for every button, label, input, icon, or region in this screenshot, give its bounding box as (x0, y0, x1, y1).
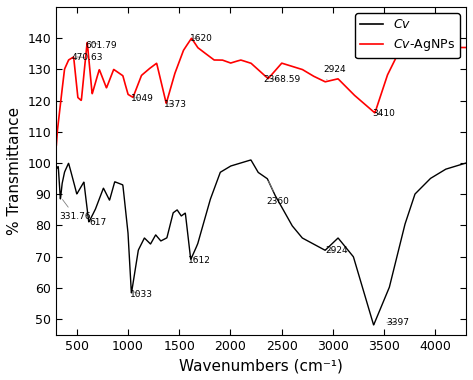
Y-axis label: % Transmittance: % Transmittance (7, 107, 22, 235)
Text: 3397: 3397 (386, 318, 409, 327)
Text: 1033: 1033 (130, 290, 153, 299)
Text: 331.76: 331.76 (60, 200, 91, 221)
Text: 1620: 1620 (190, 34, 213, 43)
Text: 617: 617 (89, 218, 106, 227)
Text: 2924: 2924 (325, 247, 348, 255)
Text: 1373: 1373 (165, 100, 187, 109)
Text: 2924: 2924 (323, 65, 346, 80)
Text: 3410: 3410 (373, 109, 395, 118)
Text: 1049: 1049 (131, 93, 154, 103)
Text: 601.79: 601.79 (86, 41, 117, 49)
Text: 470.63: 470.63 (72, 53, 103, 62)
Text: 2360: 2360 (267, 181, 289, 206)
X-axis label: Wavenumbers (cm⁻¹): Wavenumbers (cm⁻¹) (179, 358, 343, 373)
Text: 2368.59: 2368.59 (263, 75, 300, 84)
Legend: $\mathit{Cv}$, $\mathit{Cv}$-AgNPs: $\mathit{Cv}$, $\mathit{Cv}$-AgNPs (355, 13, 460, 59)
Text: 1612: 1612 (188, 256, 211, 265)
